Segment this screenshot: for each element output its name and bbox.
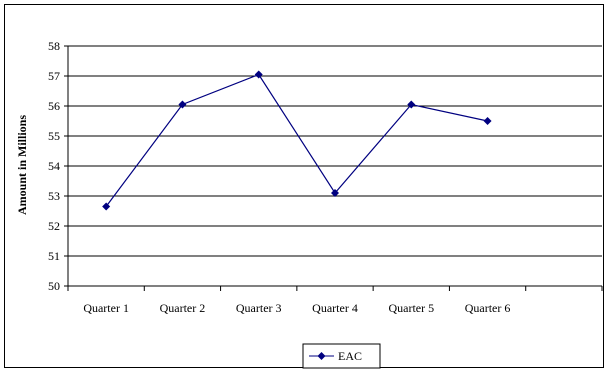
x-tick-label-2: Quarter 2 — [160, 301, 206, 315]
x-tick-label-4: Quarter 4 — [312, 301, 358, 315]
data-point-q1 — [102, 202, 111, 211]
data-point-q2 — [178, 100, 187, 109]
x-tick-label-5: Quarter 5 — [388, 301, 434, 315]
legend-marker-swatch — [317, 352, 326, 360]
y-tick-label-52: 52 — [48, 219, 60, 233]
gridlines — [68, 45, 602, 257]
x-tick-label-6: Quarter 6 — [465, 301, 511, 315]
y-tick-label-50: 50 — [48, 279, 60, 293]
y-axis-title: Amount in Millions — [15, 115, 29, 215]
x-tick-labels: Quarter 1 Quarter 2 Quarter 3 Quarter 4 Quar… — [83, 301, 510, 315]
series-eac — [102, 70, 492, 211]
y-tick-label-55: 55 — [48, 129, 60, 143]
data-point-q3 — [254, 70, 263, 79]
x-tick-label-3: Quarter 3 — [236, 301, 282, 315]
legend-label-eac: EAC — [338, 349, 362, 363]
y-tick-label-54: 54 — [48, 159, 60, 173]
data-point-q5 — [407, 100, 416, 109]
y-tick-labels: 50 51 52 53 54 55 56 57 58 — [48, 39, 60, 293]
chart-frame — [4, 4, 604, 368]
y-tick-label-57: 57 — [48, 69, 60, 83]
y-tick-label-53: 53 — [48, 189, 60, 203]
x-tick-label-1: Quarter 1 — [83, 301, 129, 315]
data-point-q6 — [483, 117, 492, 125]
data-point-q4 — [331, 189, 339, 197]
series-line-eac — [105, 73, 488, 207]
y-tick-label-58: 58 — [48, 39, 60, 53]
y-tick-label-56: 56 — [48, 99, 60, 113]
axes — [64, 45, 603, 291]
legend: EAC — [302, 343, 381, 369]
y-tick-label-51: 51 — [48, 249, 60, 263]
